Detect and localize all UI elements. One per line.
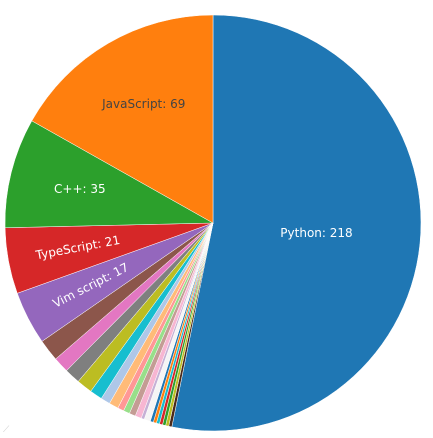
pie-slice-c[interactable] bbox=[4, 120, 214, 229]
slice-label-javascript: JavaScript: 69 bbox=[101, 97, 185, 111]
slice-label-python: Python: 218 bbox=[280, 226, 352, 240]
resize-corner-icon: ⟋ bbox=[3, 425, 10, 435]
pie-slices bbox=[4, 14, 422, 432]
slice-label-c: C++: 35 bbox=[54, 182, 106, 196]
pie-slice-python[interactable] bbox=[171, 14, 422, 432]
pie-slice-javascript[interactable] bbox=[31, 14, 214, 224]
